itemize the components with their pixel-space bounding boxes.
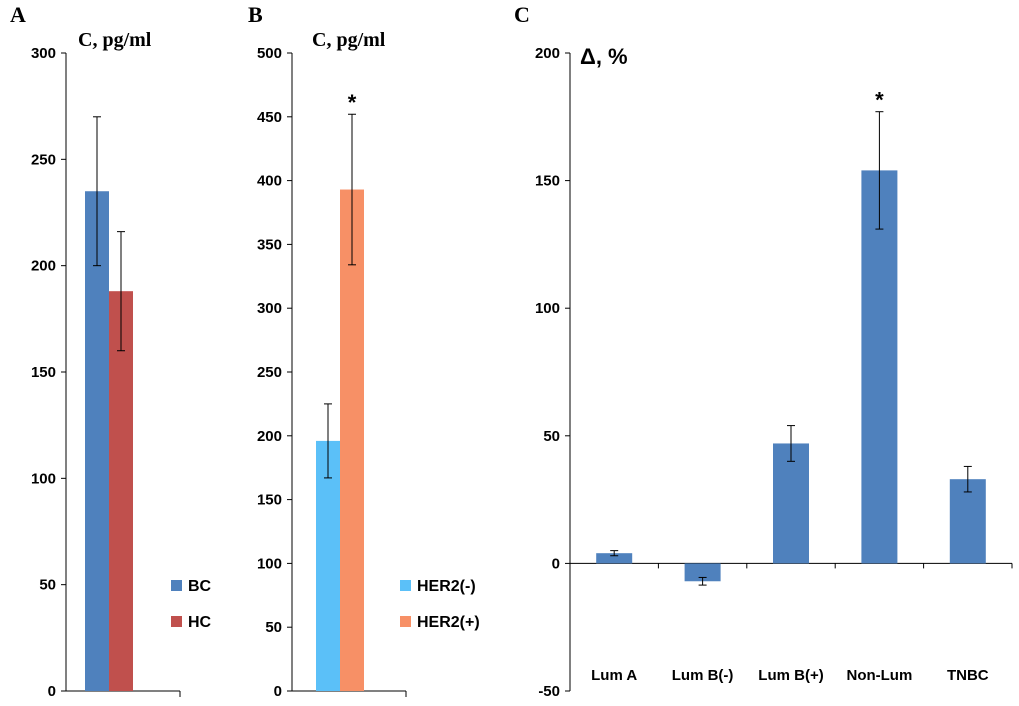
x-category-label: Lum B(-) (672, 667, 734, 684)
bar-tnbc (949, 479, 986, 564)
panel-a: A C, pg/ml 0 50 100 150 200 250 300 BC HC (10, 2, 212, 700)
panel-c-category-labels: Lum A Lum B(-) Lum B(+) Non-Lum TNBC (591, 667, 989, 684)
y-tick-label: 350 (257, 236, 282, 253)
panel-c-y-label: Δ, % (580, 44, 628, 69)
y-tick-label: 50 (543, 428, 560, 445)
y-tick-label: 400 (257, 173, 282, 190)
significance-marker: * (875, 88, 884, 113)
legend-label: HER2(-) (417, 578, 476, 595)
y-tick-label: 100 (31, 470, 56, 487)
panel-a-bars (85, 116, 133, 691)
bar-hc (109, 291, 133, 691)
panel-a-y-axis: 0 50 100 150 200 250 300 (31, 45, 181, 700)
y-tick-label: 100 (257, 555, 282, 572)
legend-label: BC (188, 578, 212, 595)
y-tick-label: 150 (257, 492, 282, 509)
y-tick-label: 100 (535, 300, 560, 317)
panel-b-bars: * (316, 90, 364, 692)
y-tick-label: 0 (48, 683, 56, 700)
panel-a-y-label: C, pg/ml (78, 29, 152, 51)
y-tick-label: 0 (274, 683, 282, 700)
y-tick-label: 250 (257, 364, 282, 381)
bar-bc (85, 191, 109, 691)
panel-letter-c: C (514, 2, 530, 27)
legend-label: HER2(+) (417, 614, 480, 631)
legend-swatch (400, 616, 411, 627)
y-tick-label: 300 (31, 45, 56, 62)
y-tick-label: 0 (552, 555, 560, 572)
y-tick-label: 50 (39, 577, 56, 594)
legend-label: HC (188, 614, 212, 631)
y-tick-label: 200 (535, 45, 560, 62)
panel-b: B C, pg/ml 0 50 100 150 200 250 300 350 400 450 50… (248, 2, 480, 700)
bar-lum-b (773, 443, 809, 564)
y-tick-label: 200 (31, 258, 56, 275)
y-tick-label: -50 (538, 683, 560, 700)
panel-b-legend: HER2(-) HER2(+) (400, 578, 480, 631)
y-tick-label: 50 (265, 619, 282, 636)
legend-swatch (171, 580, 182, 591)
panel-letter-a: A (10, 2, 26, 27)
x-category-label: Non-Lum (846, 667, 912, 684)
panel-a-legend: BC HC (171, 578, 212, 631)
y-tick-label: 300 (257, 300, 282, 317)
significance-marker: * (348, 90, 357, 115)
y-tick-label: 150 (535, 173, 560, 190)
x-category-label: TNBC (947, 667, 989, 684)
y-tick-label: 500 (257, 45, 282, 62)
panel-letter-b: B (248, 2, 263, 27)
bar-her2 (316, 440, 340, 691)
panel-b-y-axis: 0 50 100 150 200 250 300 350 400 450 500 (257, 45, 407, 700)
y-tick-label: 450 (257, 109, 282, 126)
y-tick-label: 250 (31, 151, 56, 168)
panel-c-bars: * (596, 88, 986, 586)
bar-lum-a (596, 553, 633, 564)
bar-her2 (340, 189, 364, 692)
y-tick-label: 150 (31, 364, 56, 381)
x-category-label: Lum B(+) (758, 667, 823, 684)
legend-swatch (400, 580, 411, 591)
x-category-label: Lum A (591, 667, 637, 684)
panel-b-y-label: C, pg/ml (312, 29, 386, 51)
bar-lum-b (684, 563, 721, 582)
y-tick-label: 200 (257, 428, 282, 445)
bar-non-lum (861, 170, 898, 564)
legend-swatch (171, 616, 182, 627)
panel-c-y-axis: -50 0 50 100 150 200 (535, 45, 1013, 700)
